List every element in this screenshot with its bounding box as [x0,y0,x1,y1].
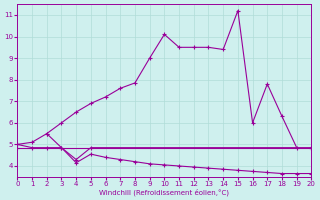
X-axis label: Windchill (Refroidissement éolien,°C): Windchill (Refroidissement éolien,°C) [100,188,229,196]
